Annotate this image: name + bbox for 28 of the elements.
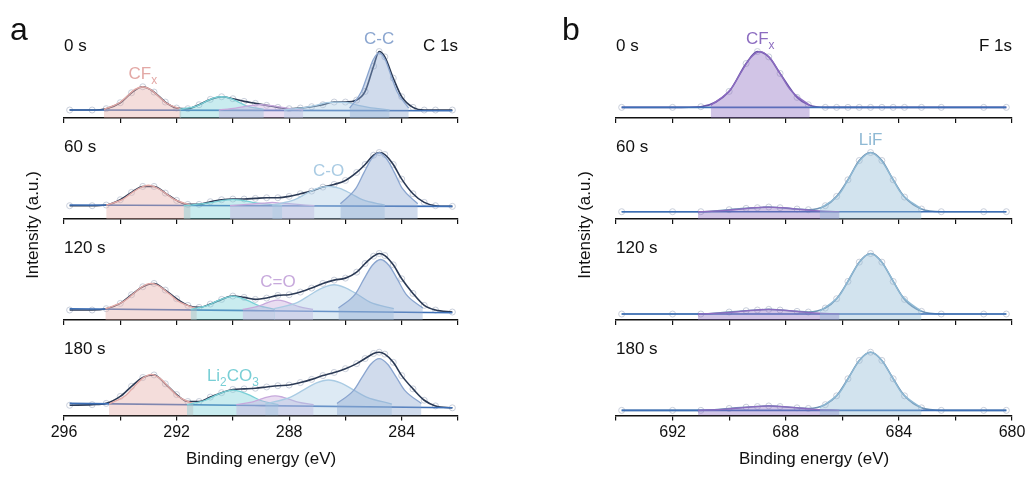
x-tick-label: 292 [163, 423, 191, 441]
y-axis-title: Intensity (a.u.) [23, 171, 43, 279]
y-axis-title: Intensity (a.u.) [575, 171, 595, 279]
chart-title: 60 s [64, 137, 97, 156]
x-axis-title: Binding energy (eV) [185, 449, 337, 469]
x-tick-label: 296 [50, 423, 78, 441]
series-label: LiF [858, 129, 883, 149]
chart-title: 0 s [64, 36, 87, 55]
x-tick-label: 284 [388, 423, 416, 441]
chart-subtitle: C 1s [423, 36, 459, 55]
chart-title: 120 s [64, 238, 106, 257]
series-label: C=O [260, 271, 296, 291]
x-tick-label: 692 [659, 423, 687, 441]
text: b [562, 11, 580, 47]
series-label: C-O [312, 161, 345, 181]
chart-title: 0 s [616, 36, 639, 55]
x-axis-title: Binding energy (eV) [738, 449, 890, 469]
chart-title: 180 s [64, 339, 106, 358]
x-tick-label: 684 [885, 423, 913, 441]
chart-title: 120 s [616, 238, 658, 257]
series-label: C-C [364, 28, 395, 48]
chart-title: 60 s [616, 137, 649, 156]
x-tick-label: 680 [998, 423, 1026, 441]
text: a [10, 11, 28, 47]
chart-title: 180 s [616, 339, 658, 358]
x-tick-label: 688 [772, 423, 800, 441]
x-tick-label: 288 [275, 423, 303, 441]
chart-subtitle: F 1s [978, 36, 1012, 55]
